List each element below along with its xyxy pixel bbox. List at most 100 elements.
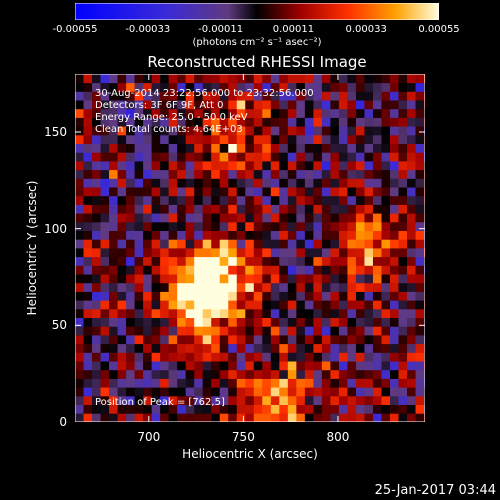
heatmap-cell [355, 204, 365, 214]
heatmap-cell [279, 178, 289, 188]
heatmap-cell [160, 152, 170, 162]
heatmap-cell [109, 100, 118, 110]
heatmap-cell [407, 161, 416, 171]
heatmap-cell [381, 395, 391, 405]
heatmap-cell [211, 108, 221, 118]
heatmap-cell [398, 256, 408, 266]
heatmap-cell [202, 291, 212, 301]
heatmap-cell [219, 335, 229, 345]
heatmap-cell [330, 117, 340, 127]
heatmap-cell [168, 265, 178, 275]
heatmap-cell [177, 282, 187, 292]
heatmap-cell [287, 378, 297, 388]
heatmap-cell [364, 291, 374, 301]
heatmap-cell [338, 100, 348, 110]
heatmap-cell [100, 134, 110, 144]
heatmap-cell [390, 239, 399, 249]
heatmap-cell [109, 291, 118, 301]
heatmap-cell [253, 74, 263, 84]
heatmap-cell [211, 126, 221, 136]
heatmap-cell [83, 291, 93, 301]
heatmap-cell [219, 239, 229, 249]
heatmap-cell [168, 326, 178, 336]
heatmap-cell [270, 74, 280, 84]
heatmap-cell [390, 169, 399, 179]
heatmap-cell [92, 126, 101, 136]
heatmap-cell [313, 117, 323, 127]
heatmap-cell [211, 117, 221, 127]
heatmap-cell [347, 387, 357, 397]
heatmap-cell [398, 126, 408, 136]
heatmap-cell [211, 91, 221, 101]
heatmap-cell [75, 143, 84, 153]
heatmap-cell [415, 204, 425, 214]
heatmap-cell [83, 91, 93, 101]
heatmap-cell [313, 308, 323, 318]
heatmap-cell [330, 317, 340, 327]
heatmap-cell [296, 169, 306, 179]
heatmap-cell [219, 143, 229, 153]
heatmap-cell [245, 230, 255, 240]
heatmap-cell [134, 352, 144, 362]
heatmap-cell [109, 308, 118, 318]
heatmap-cell [355, 117, 365, 127]
heatmap-cell [143, 282, 153, 292]
heatmap-cell [177, 82, 187, 92]
heatmap-cell [364, 108, 374, 118]
heatmap-cell [287, 221, 297, 231]
heatmap-cell [194, 195, 204, 205]
heatmap-cell [143, 230, 153, 240]
heatmap-cell [245, 213, 255, 223]
heatmap-cell [372, 143, 382, 153]
colorbar [75, 3, 439, 20]
heatmap-cell [236, 74, 246, 84]
heatmap-cell [151, 387, 161, 397]
heatmap-cell [92, 239, 101, 249]
heatmap-cell [270, 248, 280, 258]
heatmap-cell [228, 343, 238, 353]
heatmap-cells [75, 74, 425, 422]
heatmap-cell [253, 204, 263, 214]
heatmap-cell [134, 248, 144, 258]
heatmap-cell [143, 100, 153, 110]
heatmap-cell [143, 369, 153, 379]
heatmap-cell [364, 169, 374, 179]
heatmap-cell [253, 117, 263, 127]
heatmap-cell [287, 82, 297, 92]
heatmap-cell [338, 143, 348, 153]
heatmap-cell [347, 265, 357, 275]
heatmap-cell [347, 187, 357, 197]
heatmap-cell [83, 143, 93, 153]
heatmap-cell [338, 335, 348, 345]
annotation-time-range: 30-Aug-2014 23:22:56.000 to 23:32:56.000 [95, 88, 314, 99]
heatmap-cell [126, 134, 135, 144]
heatmap-cell [415, 126, 425, 136]
heatmap-cell [390, 108, 399, 118]
heatmap-cell [262, 256, 272, 266]
heatmap-cell [168, 352, 178, 362]
heatmap-cell [151, 117, 161, 127]
heatmap-cell [287, 300, 297, 310]
heatmap-cell [364, 413, 374, 422]
heatmap-cell [415, 300, 425, 310]
heatmap-cell [270, 82, 280, 92]
heatmap-cell [168, 152, 178, 162]
heatmap-cell [270, 352, 280, 362]
heatmap-cell [407, 300, 416, 310]
heatmap-cell [347, 291, 357, 301]
heatmap-cell [219, 195, 229, 205]
heatmap-cell [390, 221, 399, 231]
heatmap-cell [364, 352, 374, 362]
heatmap-cell [355, 274, 365, 284]
heatmap-cell [151, 143, 161, 153]
heatmap-cell [202, 404, 212, 414]
heatmap-cell [75, 352, 84, 362]
heatmap-cell [296, 152, 306, 162]
heatmap-cell [117, 195, 127, 205]
heatmap-cell [304, 317, 314, 327]
heatmap-cell [407, 221, 416, 231]
heatmap-cell [168, 378, 178, 388]
heatmap-cell [151, 274, 161, 284]
heatmap-cell [228, 361, 238, 371]
heatmap-cell [262, 352, 272, 362]
